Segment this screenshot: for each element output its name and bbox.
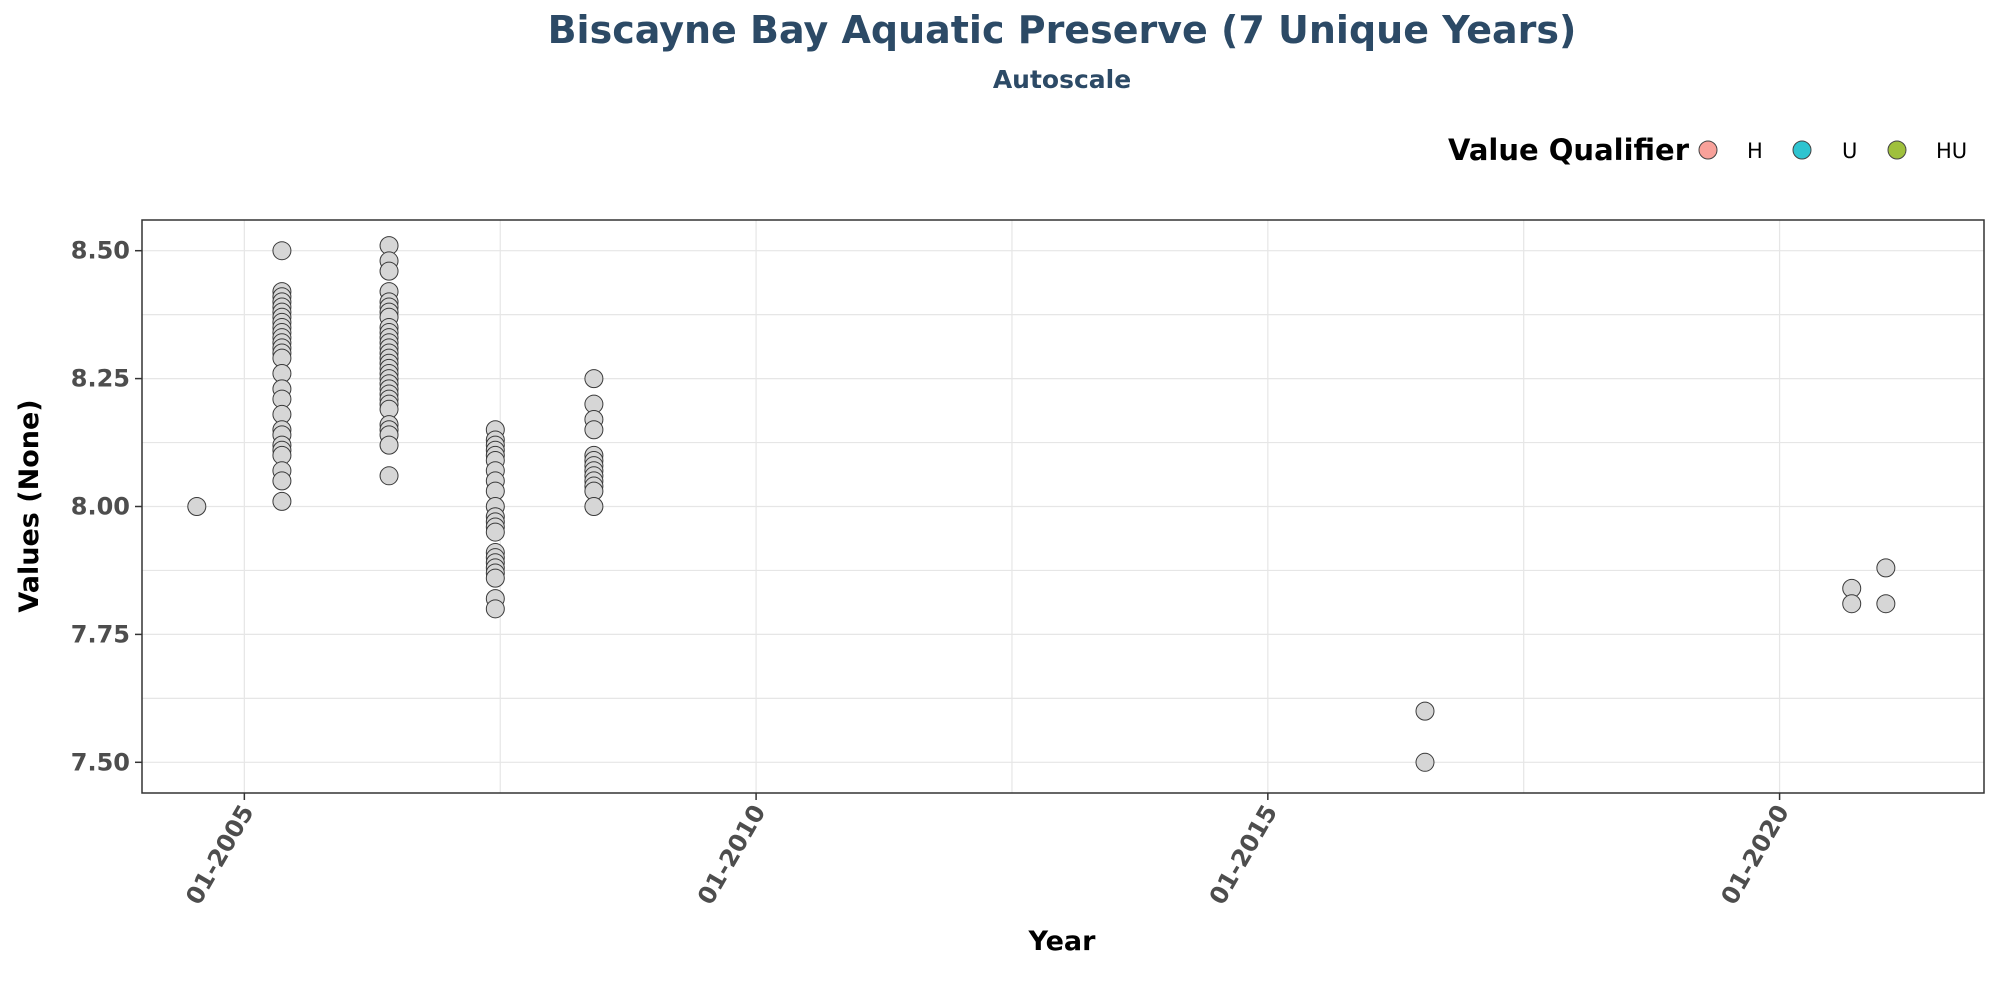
x-tick-label: 01-2005 [180,800,259,909]
data-point [1876,594,1896,614]
data-point [272,241,292,261]
data-point [379,261,399,281]
data-point [379,435,399,455]
grid [142,220,1984,793]
data-points [187,236,1896,772]
data-point [485,522,505,542]
chart-subtitle: Autoscale [993,65,1131,94]
y-axis-title: Values (None) [14,399,45,612]
x-axis-title: Year [1028,926,1097,957]
legend-key-h [1698,140,1718,160]
data-point [187,497,207,516]
data-point [584,497,604,516]
data-point [584,369,604,389]
y-tick-label: 7.50 [71,748,130,776]
x-tick-label: 01-2015 [1204,800,1283,909]
chart-title: Biscayne Bay Aquatic Preserve (7 Unique … [548,8,1577,52]
x-axis: 01-2005 01-2010 01-2015 01-2020 [180,793,1795,909]
data-point [485,568,505,588]
legend-key-hu [1887,140,1907,160]
x-tick-label: 01-2020 [1715,800,1794,909]
data-point [1842,594,1862,614]
legend-title: Value Qualifier [1448,133,1690,167]
data-point [584,420,604,440]
legend: Value Qualifier H U HU [1448,133,1967,167]
data-point [485,599,505,619]
y-tick-label: 8.25 [71,365,130,393]
y-tick-label: 7.75 [71,620,130,648]
data-point [272,471,292,491]
legend-label-u: U [1842,139,1857,163]
data-point [1415,701,1435,721]
y-tick-label: 8.00 [71,493,130,521]
data-point [1876,558,1896,578]
legend-label-h: H [1747,139,1763,163]
y-axis: 7.50 7.75 8.00 8.25 8.50 [71,237,142,776]
data-point [1415,752,1435,772]
legend-label-hu: HU [1936,139,1967,163]
legend-key-u [1792,140,1812,160]
data-point [272,491,292,511]
x-tick-label: 01-2010 [692,800,771,909]
data-point [379,466,399,486]
y-tick-label: 8.50 [71,237,130,265]
